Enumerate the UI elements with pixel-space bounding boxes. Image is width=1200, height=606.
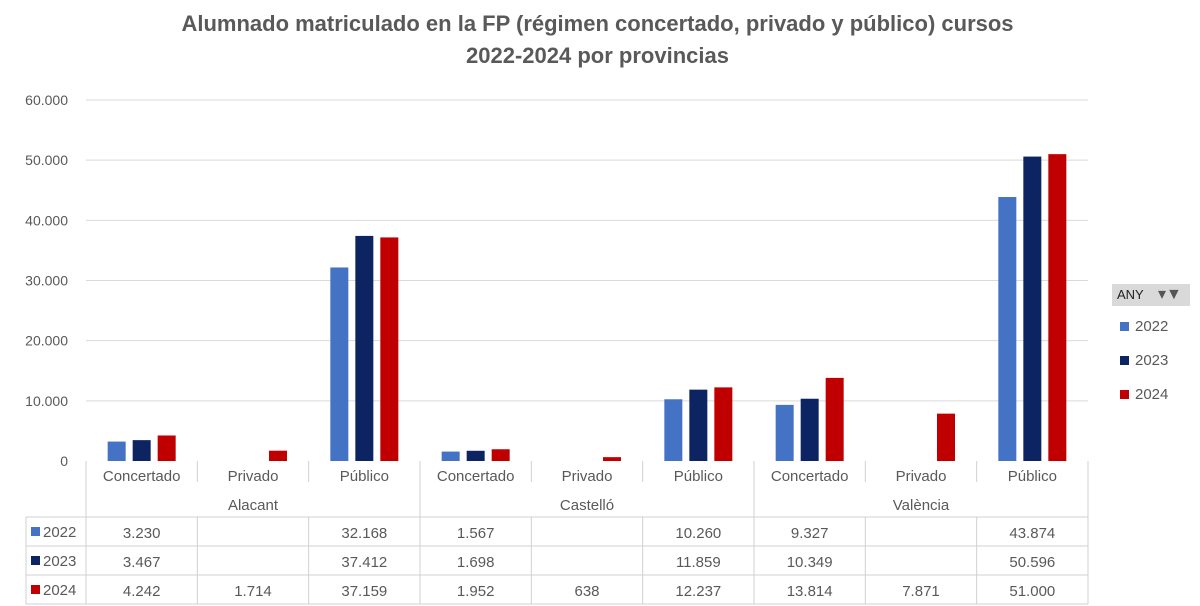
- bar-2024-3: [491, 449, 510, 461]
- bar-2024-1: [269, 450, 287, 461]
- table-cell: 3.467: [123, 554, 161, 571]
- bar-2023-2: [355, 235, 374, 461]
- table-cell: 1.567: [457, 525, 495, 542]
- chart-title: Alumnado matriculado en la FP (régimen c…: [0, 8, 1195, 72]
- table-cell: 50.596: [1009, 554, 1055, 571]
- category-label: Privado: [562, 468, 613, 485]
- bar-2022-6: [775, 404, 794, 461]
- table-cell: 11.859: [676, 554, 721, 571]
- chart-title-line-2: 2022-2024 por provincias: [466, 43, 729, 68]
- bar-2022-3: [441, 451, 460, 461]
- legend-swatch: [1120, 356, 1129, 365]
- table-cell: 638: [574, 583, 599, 600]
- bar-2023-0: [132, 440, 151, 461]
- category-label: Concertado: [437, 468, 515, 485]
- table-cell: 9.327: [791, 525, 829, 542]
- category-label: Concertado: [103, 468, 181, 485]
- chart-title-line-1: Alumnado matriculado en la FP (régimen c…: [181, 11, 1014, 36]
- bar-2023-8: [1023, 156, 1042, 461]
- legend-swatch: [1120, 322, 1129, 331]
- filter-label: ANY: [1117, 287, 1144, 302]
- bar-2024-6: [825, 377, 844, 461]
- bar-2023-3: [466, 450, 485, 461]
- table-cell: 12.237: [675, 583, 721, 600]
- table-cell: 3.230: [123, 525, 161, 542]
- y-tick-label: 50.000: [25, 152, 68, 168]
- legend-label: 2023: [1135, 352, 1169, 369]
- group-label: Alacant: [228, 497, 279, 514]
- table-cell: 32.168: [341, 525, 387, 542]
- bar-2024-7: [937, 413, 955, 461]
- bar-2023-6: [800, 398, 819, 461]
- bar-2022-2: [330, 267, 349, 461]
- table-row-header: 2022: [43, 524, 76, 541]
- bar-2022-8: [998, 197, 1017, 461]
- table-cell: 37.412: [341, 554, 387, 571]
- category-label: Público: [340, 468, 389, 485]
- bar-2024-4: [603, 457, 621, 461]
- table-cell: 13.814: [787, 583, 833, 600]
- legend-item-2023: 2023: [1120, 352, 1168, 369]
- category-label: Público: [1008, 468, 1057, 485]
- category-label: Privado: [896, 468, 947, 485]
- table-cell: 37.159: [341, 583, 387, 600]
- table-cell: 10.349: [787, 554, 833, 571]
- table-cell: 1.698: [457, 554, 495, 571]
- category-label: Privado: [228, 468, 279, 485]
- table-legend-key-2023: [31, 556, 40, 565]
- table-cell: 51.000: [1009, 583, 1055, 600]
- category-label: Público: [674, 468, 723, 485]
- bar-2024-2: [380, 237, 399, 461]
- table-cell: 10.260: [675, 525, 721, 542]
- y-tick-label: 0: [60, 453, 68, 469]
- y-tick-label: 60.000: [25, 92, 68, 108]
- table-cell: 43.874: [1009, 525, 1055, 542]
- bar-2024-5: [714, 387, 733, 461]
- legend-swatch: [1120, 390, 1129, 399]
- category-label: Concertado: [771, 468, 849, 485]
- y-tick-label: 40.000: [25, 212, 68, 228]
- table-row-header: 2024: [43, 582, 76, 599]
- filter-dropdown-icon: ▾▼: [1158, 286, 1182, 303]
- table-row-header: 2023: [43, 553, 76, 570]
- table-legend-key-2022: [31, 527, 40, 536]
- legend-label: 2024: [1135, 386, 1169, 403]
- y-tick-label: 30.000: [25, 273, 68, 289]
- bar-2022-0: [107, 441, 126, 461]
- table-cell: 1.714: [234, 583, 272, 600]
- year-filter-button[interactable]: ANY ▾▼: [1112, 284, 1190, 306]
- legend-item-2024: 2024: [1120, 386, 1168, 403]
- y-tick-label: 10.000: [25, 393, 68, 409]
- legend-item-2022: 2022: [1120, 318, 1168, 335]
- group-label: València: [893, 497, 950, 514]
- group-label: Castelló: [560, 497, 614, 514]
- table-cell: 1.952: [457, 583, 495, 600]
- legend-label: 2022: [1135, 318, 1169, 335]
- y-tick-label: 20.000: [25, 333, 68, 349]
- bar-2023-5: [689, 389, 708, 461]
- table-cell: 4.242: [123, 583, 161, 600]
- table-legend-key-2024: [31, 585, 40, 594]
- bar-2024-0: [157, 435, 176, 461]
- table-cell: 7.871: [902, 583, 940, 600]
- bar-2024-8: [1048, 154, 1067, 461]
- bar-2022-5: [664, 399, 683, 461]
